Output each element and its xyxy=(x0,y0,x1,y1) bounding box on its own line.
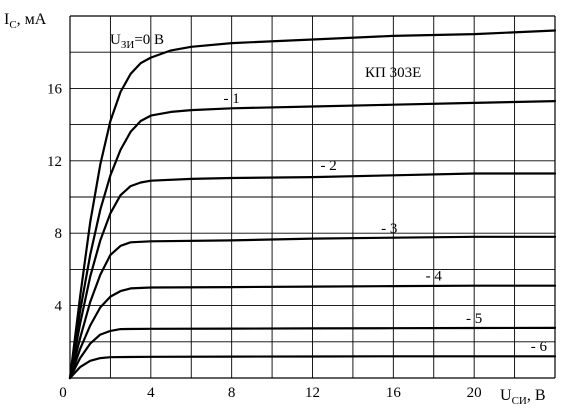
labels: 0 4 8 12 16 20 4 8 12 16 - 1 - 2 - 3 - 4 - 5 - 6 xyxy=(47,81,547,401)
curve-label-5: - 5 xyxy=(466,311,482,327)
x-tick-label: 0 xyxy=(59,385,67,401)
grid xyxy=(69,15,556,379)
y-axis-title: IC, мА xyxy=(4,11,47,31)
x-tick-label: 8 xyxy=(228,385,236,401)
series-curve-3 xyxy=(68,235,557,380)
curve-label-0: UЗИ=0 В xyxy=(110,32,164,51)
x-tick-label: 12 xyxy=(305,385,320,401)
y-tick-label: 12 xyxy=(47,154,62,170)
series-curve-6 xyxy=(68,355,557,380)
curves xyxy=(68,29,557,380)
y-tick-label: 16 xyxy=(47,81,63,97)
y-tick-label: 8 xyxy=(55,226,63,242)
series-curve-1 xyxy=(68,100,557,380)
series-curve-0 xyxy=(68,29,557,380)
device-label: КП 303Е xyxy=(365,65,421,81)
curve-label-2: - 2 xyxy=(321,158,337,174)
x-tick-label: 16 xyxy=(386,385,402,401)
curve-label-6: - 6 xyxy=(531,339,548,355)
curve-label-1: - 1 xyxy=(224,91,240,107)
curve-label-3: - 3 xyxy=(381,221,397,237)
series-curve-4 xyxy=(68,284,557,380)
y-tick-label: 4 xyxy=(55,299,63,315)
x-axis-title: UСИ, В xyxy=(500,387,546,407)
x-tick-label: 4 xyxy=(147,385,155,401)
series-curve-2 xyxy=(68,172,557,380)
series-curve-5 xyxy=(68,326,557,380)
curve-label-4: - 4 xyxy=(426,268,443,284)
x-tick-label: 20 xyxy=(467,385,482,401)
